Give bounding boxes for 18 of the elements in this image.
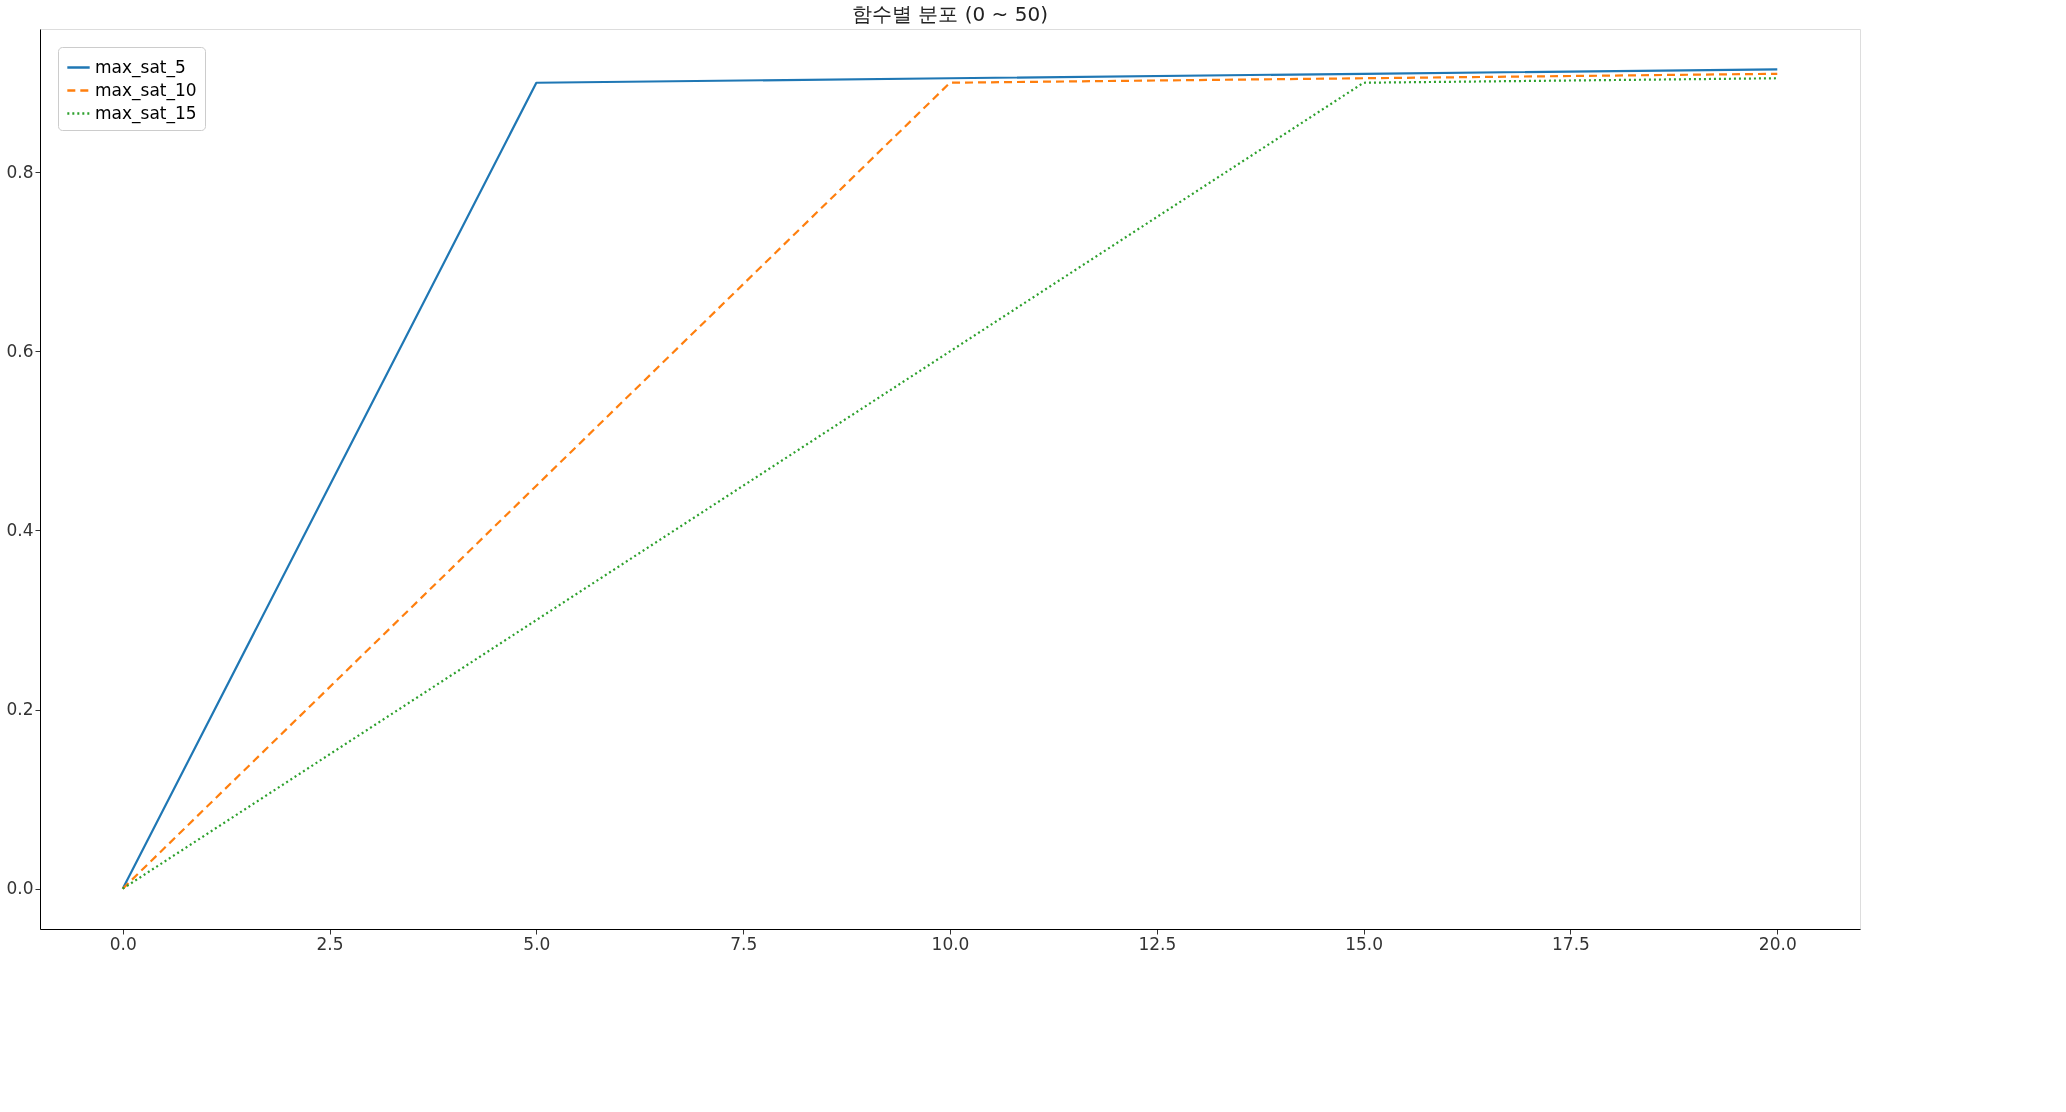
legend-label: max_sat_5 — [95, 56, 186, 78]
y-tick-label: 0.0 — [6, 878, 34, 899]
y-tick-label: 0.8 — [6, 161, 34, 182]
y-tick-label: 0.4 — [6, 519, 34, 540]
legend-label: max_sat_10 — [95, 79, 197, 101]
x-tick-label: 0.0 — [109, 933, 137, 954]
chart-title: 함수별 분포 (0 ~ 50) — [852, 2, 1048, 26]
y-tick-label: 0.2 — [6, 699, 34, 720]
x-tick-label: 5.0 — [523, 933, 551, 954]
y-tick-label: 0.6 — [6, 340, 34, 361]
x-tick-label: 20.0 — [1758, 933, 1797, 954]
x-tick-label: 15.0 — [1345, 933, 1384, 954]
x-tick-label: 12.5 — [1138, 933, 1177, 954]
x-tick-label: 7.5 — [730, 933, 758, 954]
x-tick-label: 10.0 — [931, 933, 970, 954]
x-tick-label: 2.5 — [316, 933, 344, 954]
legend-label: max_sat_15 — [95, 102, 197, 124]
x-tick-label: 17.5 — [1552, 933, 1590, 954]
